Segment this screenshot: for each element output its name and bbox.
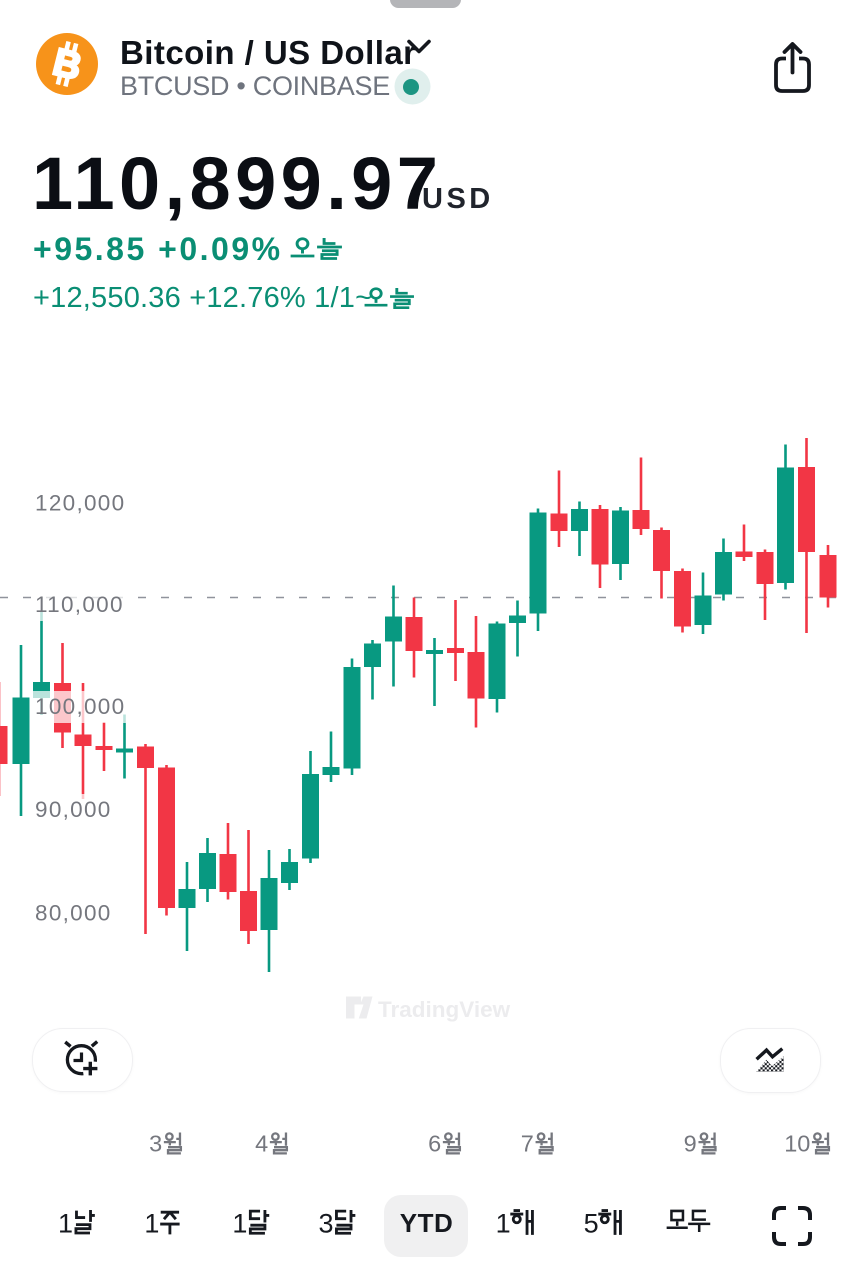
svg-text:TradingView: TradingView — [378, 997, 511, 1022]
svg-text:YTD: YTD — [400, 1208, 454, 1238]
svg-text:6: 6 — [428, 1131, 441, 1157]
svg-text:1: 1 — [232, 1209, 247, 1239]
svg-text:1: 1 — [144, 1209, 159, 1239]
svg-text:110,000: 110,000 — [35, 592, 124, 617]
svg-text:3: 3 — [149, 1131, 162, 1157]
svg-text:5: 5 — [584, 1209, 599, 1239]
svg-text:3: 3 — [319, 1209, 334, 1239]
svg-text:120,000: 120,000 — [35, 491, 125, 516]
svg-text:4: 4 — [255, 1131, 268, 1157]
svg-text:9: 9 — [684, 1131, 697, 1157]
svg-text:1: 1 — [58, 1209, 73, 1239]
svg-text:7: 7 — [521, 1131, 534, 1157]
svg-text:80,000: 80,000 — [35, 900, 112, 925]
svg-text:100,000: 100,000 — [35, 694, 125, 719]
svg-text:1: 1 — [496, 1209, 511, 1239]
svg-text:10: 10 — [784, 1131, 810, 1157]
svg-text:90,000: 90,000 — [35, 797, 112, 822]
